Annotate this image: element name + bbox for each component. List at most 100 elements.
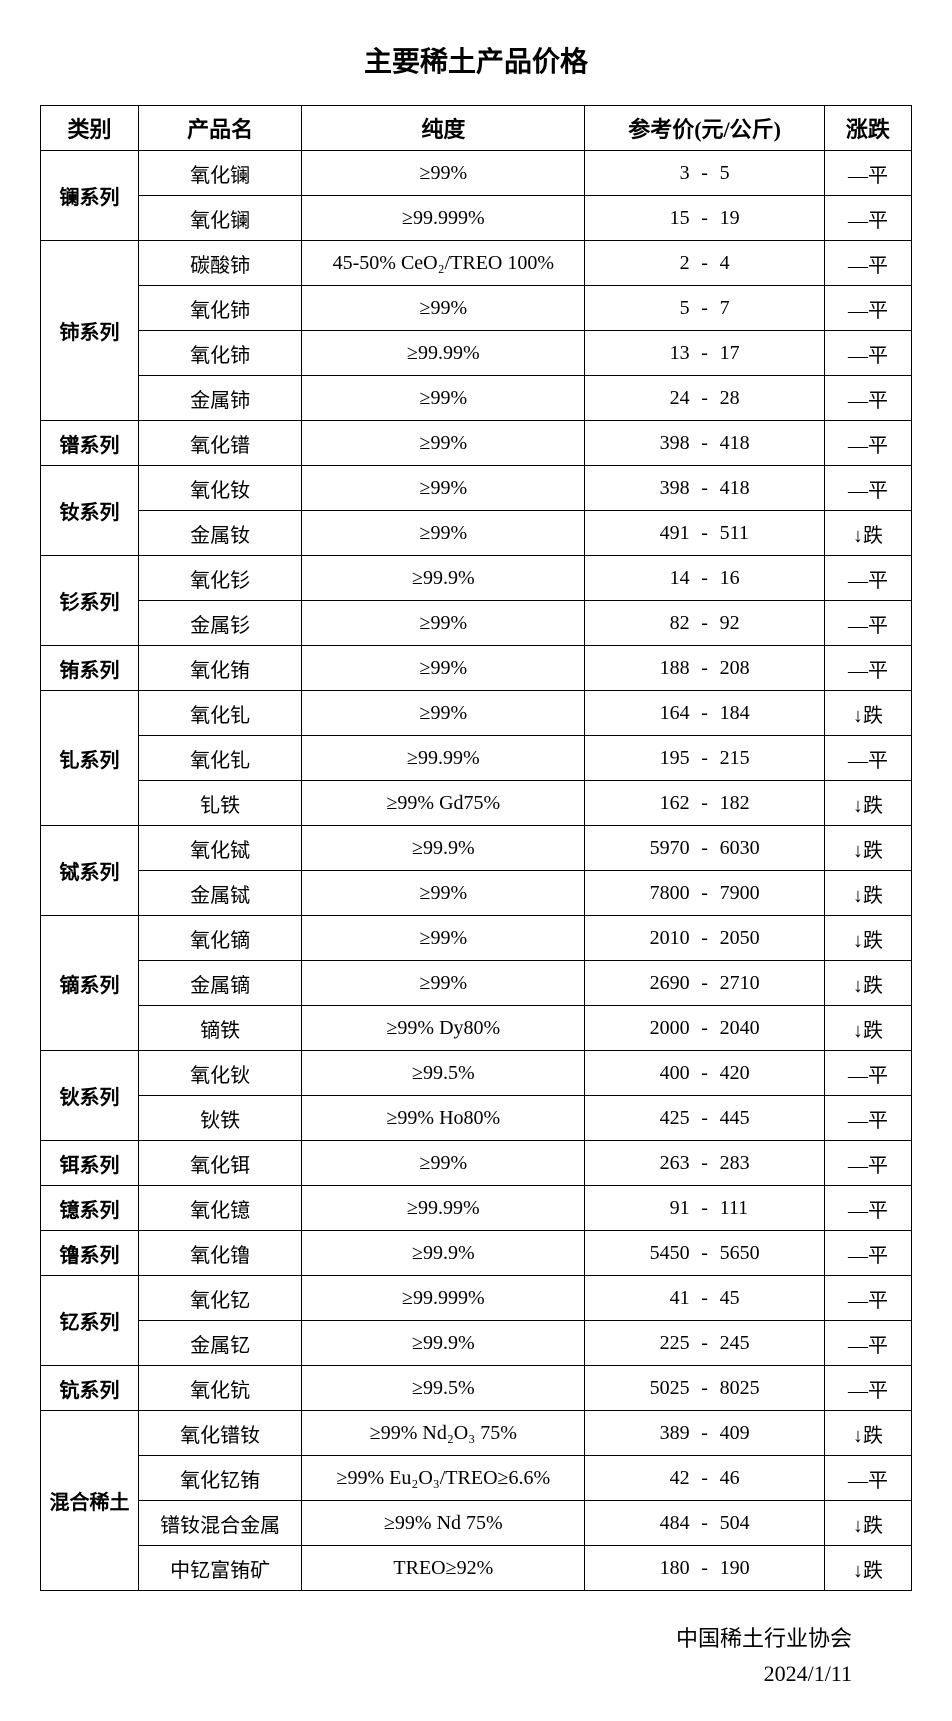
page-title: 主要稀土产品价格 [40, 40, 912, 80]
price-low: 41 [642, 1287, 690, 1310]
price-high: 420 [720, 1062, 768, 1085]
purity-cell: ≥99.99% [302, 736, 585, 781]
purity-cell: ≥99.99% [302, 1186, 585, 1231]
price-separator: - [690, 747, 720, 770]
category-cell: 混合稀土 [41, 1411, 139, 1591]
price-high: 190 [720, 1557, 768, 1580]
price-separator: - [690, 1107, 720, 1130]
price-separator: - [690, 1197, 720, 1220]
product-cell: 金属铽 [138, 871, 301, 916]
price-high: 8025 [720, 1377, 768, 1400]
purity-cell: ≥99% [302, 646, 585, 691]
trend-cell: —平 [824, 1051, 911, 1096]
price-cell: 5025-8025 [585, 1366, 825, 1411]
table-row: 钐系列氧化钐≥99.9%14-16—平 [41, 556, 912, 601]
price-low: 3 [642, 162, 690, 185]
category-cell: 钐系列 [41, 556, 139, 646]
price-low: 2010 [642, 927, 690, 950]
purity-cell: ≥99% [302, 871, 585, 916]
price-separator: - [690, 567, 720, 590]
price-low: 398 [642, 477, 690, 500]
price-low: 2000 [642, 1017, 690, 1040]
purity-cell: ≥99.9% [302, 556, 585, 601]
table-row: 钕系列氧化钕≥99%398-418—平 [41, 466, 912, 511]
price-cell: 2-4 [585, 241, 825, 286]
price-cell: 82-92 [585, 601, 825, 646]
table-row: 钪系列氧化钪≥99.5%5025-8025—平 [41, 1366, 912, 1411]
table-row: 氧化钆≥99.99%195-215—平 [41, 736, 912, 781]
price-cell: 2000-2040 [585, 1006, 825, 1051]
footer-org: 中国稀土行业协会 [40, 1621, 852, 1656]
table-row: 金属钐≥99%82-92—平 [41, 601, 912, 646]
price-low: 225 [642, 1332, 690, 1355]
col-purity: 纯度 [302, 106, 585, 151]
price-separator: - [690, 1512, 720, 1535]
trend-cell: ↓跌 [824, 781, 911, 826]
trend-cell: —平 [824, 1141, 911, 1186]
trend-cell: —平 [824, 601, 911, 646]
trend-cell: —平 [824, 736, 911, 781]
price-cell: 5970-6030 [585, 826, 825, 871]
price-separator: - [690, 882, 720, 905]
product-cell: 氧化铈 [138, 286, 301, 331]
trend-cell: —平 [824, 1186, 911, 1231]
trend-cell: ↓跌 [824, 1546, 911, 1591]
product-cell: 氧化镧 [138, 196, 301, 241]
product-cell: 氧化钪 [138, 1366, 301, 1411]
price-cell: 162-182 [585, 781, 825, 826]
price-separator: - [690, 1377, 720, 1400]
price-high: 182 [720, 792, 768, 815]
col-price: 参考价(元/公斤) [585, 106, 825, 151]
purity-cell: ≥99% Eu₂O₃/TREO≥6.6% [302, 1456, 585, 1501]
purity-cell: ≥99% [302, 961, 585, 1006]
table-row: 金属镝≥99%2690-2710↓跌 [41, 961, 912, 1006]
product-cell: 氧化钕 [138, 466, 301, 511]
price-cell: 491-511 [585, 511, 825, 556]
product-cell: 氧化钇 [138, 1276, 301, 1321]
price-separator: - [690, 1557, 720, 1580]
trend-cell: —平 [824, 1366, 911, 1411]
purity-cell: ≥99% Nd₂O₃ 75% [302, 1411, 585, 1456]
table-row: 中钇富铕矿TREO≥92%180-190↓跌 [41, 1546, 912, 1591]
price-high: 2710 [720, 972, 768, 995]
trend-cell: —平 [824, 1456, 911, 1501]
table-row: 镨系列氧化镨≥99%398-418—平 [41, 421, 912, 466]
price-high: 208 [720, 657, 768, 680]
purity-cell: ≥99.5% [302, 1366, 585, 1411]
product-cell: 镨钕混合金属 [138, 1501, 301, 1546]
trend-cell: —平 [824, 646, 911, 691]
product-cell: 氧化镥 [138, 1231, 301, 1276]
table-row: 氧化镧≥99.999%15-19—平 [41, 196, 912, 241]
price-cell: 2010-2050 [585, 916, 825, 961]
price-low: 491 [642, 522, 690, 545]
price-cell: 15-19 [585, 196, 825, 241]
trend-cell: —平 [824, 286, 911, 331]
price-high: 5650 [720, 1242, 768, 1265]
price-table: 类别 产品名 纯度 参考价(元/公斤) 涨跌 镧系列氧化镧≥99%3-5—平氧化… [40, 105, 912, 1591]
price-cell: 400-420 [585, 1051, 825, 1096]
product-cell: 氧化镱 [138, 1186, 301, 1231]
product-cell: 金属铈 [138, 376, 301, 421]
price-high: 5 [720, 162, 768, 185]
table-row: 金属铈≥99%24-28—平 [41, 376, 912, 421]
product-cell: 氧化钇铕 [138, 1456, 301, 1501]
price-low: 5970 [642, 837, 690, 860]
purity-cell: ≥99% Ho80% [302, 1096, 585, 1141]
trend-cell: —平 [824, 1096, 911, 1141]
product-cell: 氧化铽 [138, 826, 301, 871]
trend-cell: ↓跌 [824, 916, 911, 961]
price-high: 245 [720, 1332, 768, 1355]
price-cell: 13-17 [585, 331, 825, 376]
price-high: 409 [720, 1422, 768, 1445]
product-cell: 金属钕 [138, 511, 301, 556]
price-low: 24 [642, 387, 690, 410]
price-separator: - [690, 522, 720, 545]
trend-cell: —平 [824, 241, 911, 286]
price-cell: 7800-7900 [585, 871, 825, 916]
price-separator: - [690, 342, 720, 365]
purity-cell: ≥99% [302, 511, 585, 556]
category-cell: 钕系列 [41, 466, 139, 556]
price-high: 283 [720, 1152, 768, 1175]
price-low: 188 [642, 657, 690, 680]
purity-cell: ≥99.5% [302, 1051, 585, 1096]
